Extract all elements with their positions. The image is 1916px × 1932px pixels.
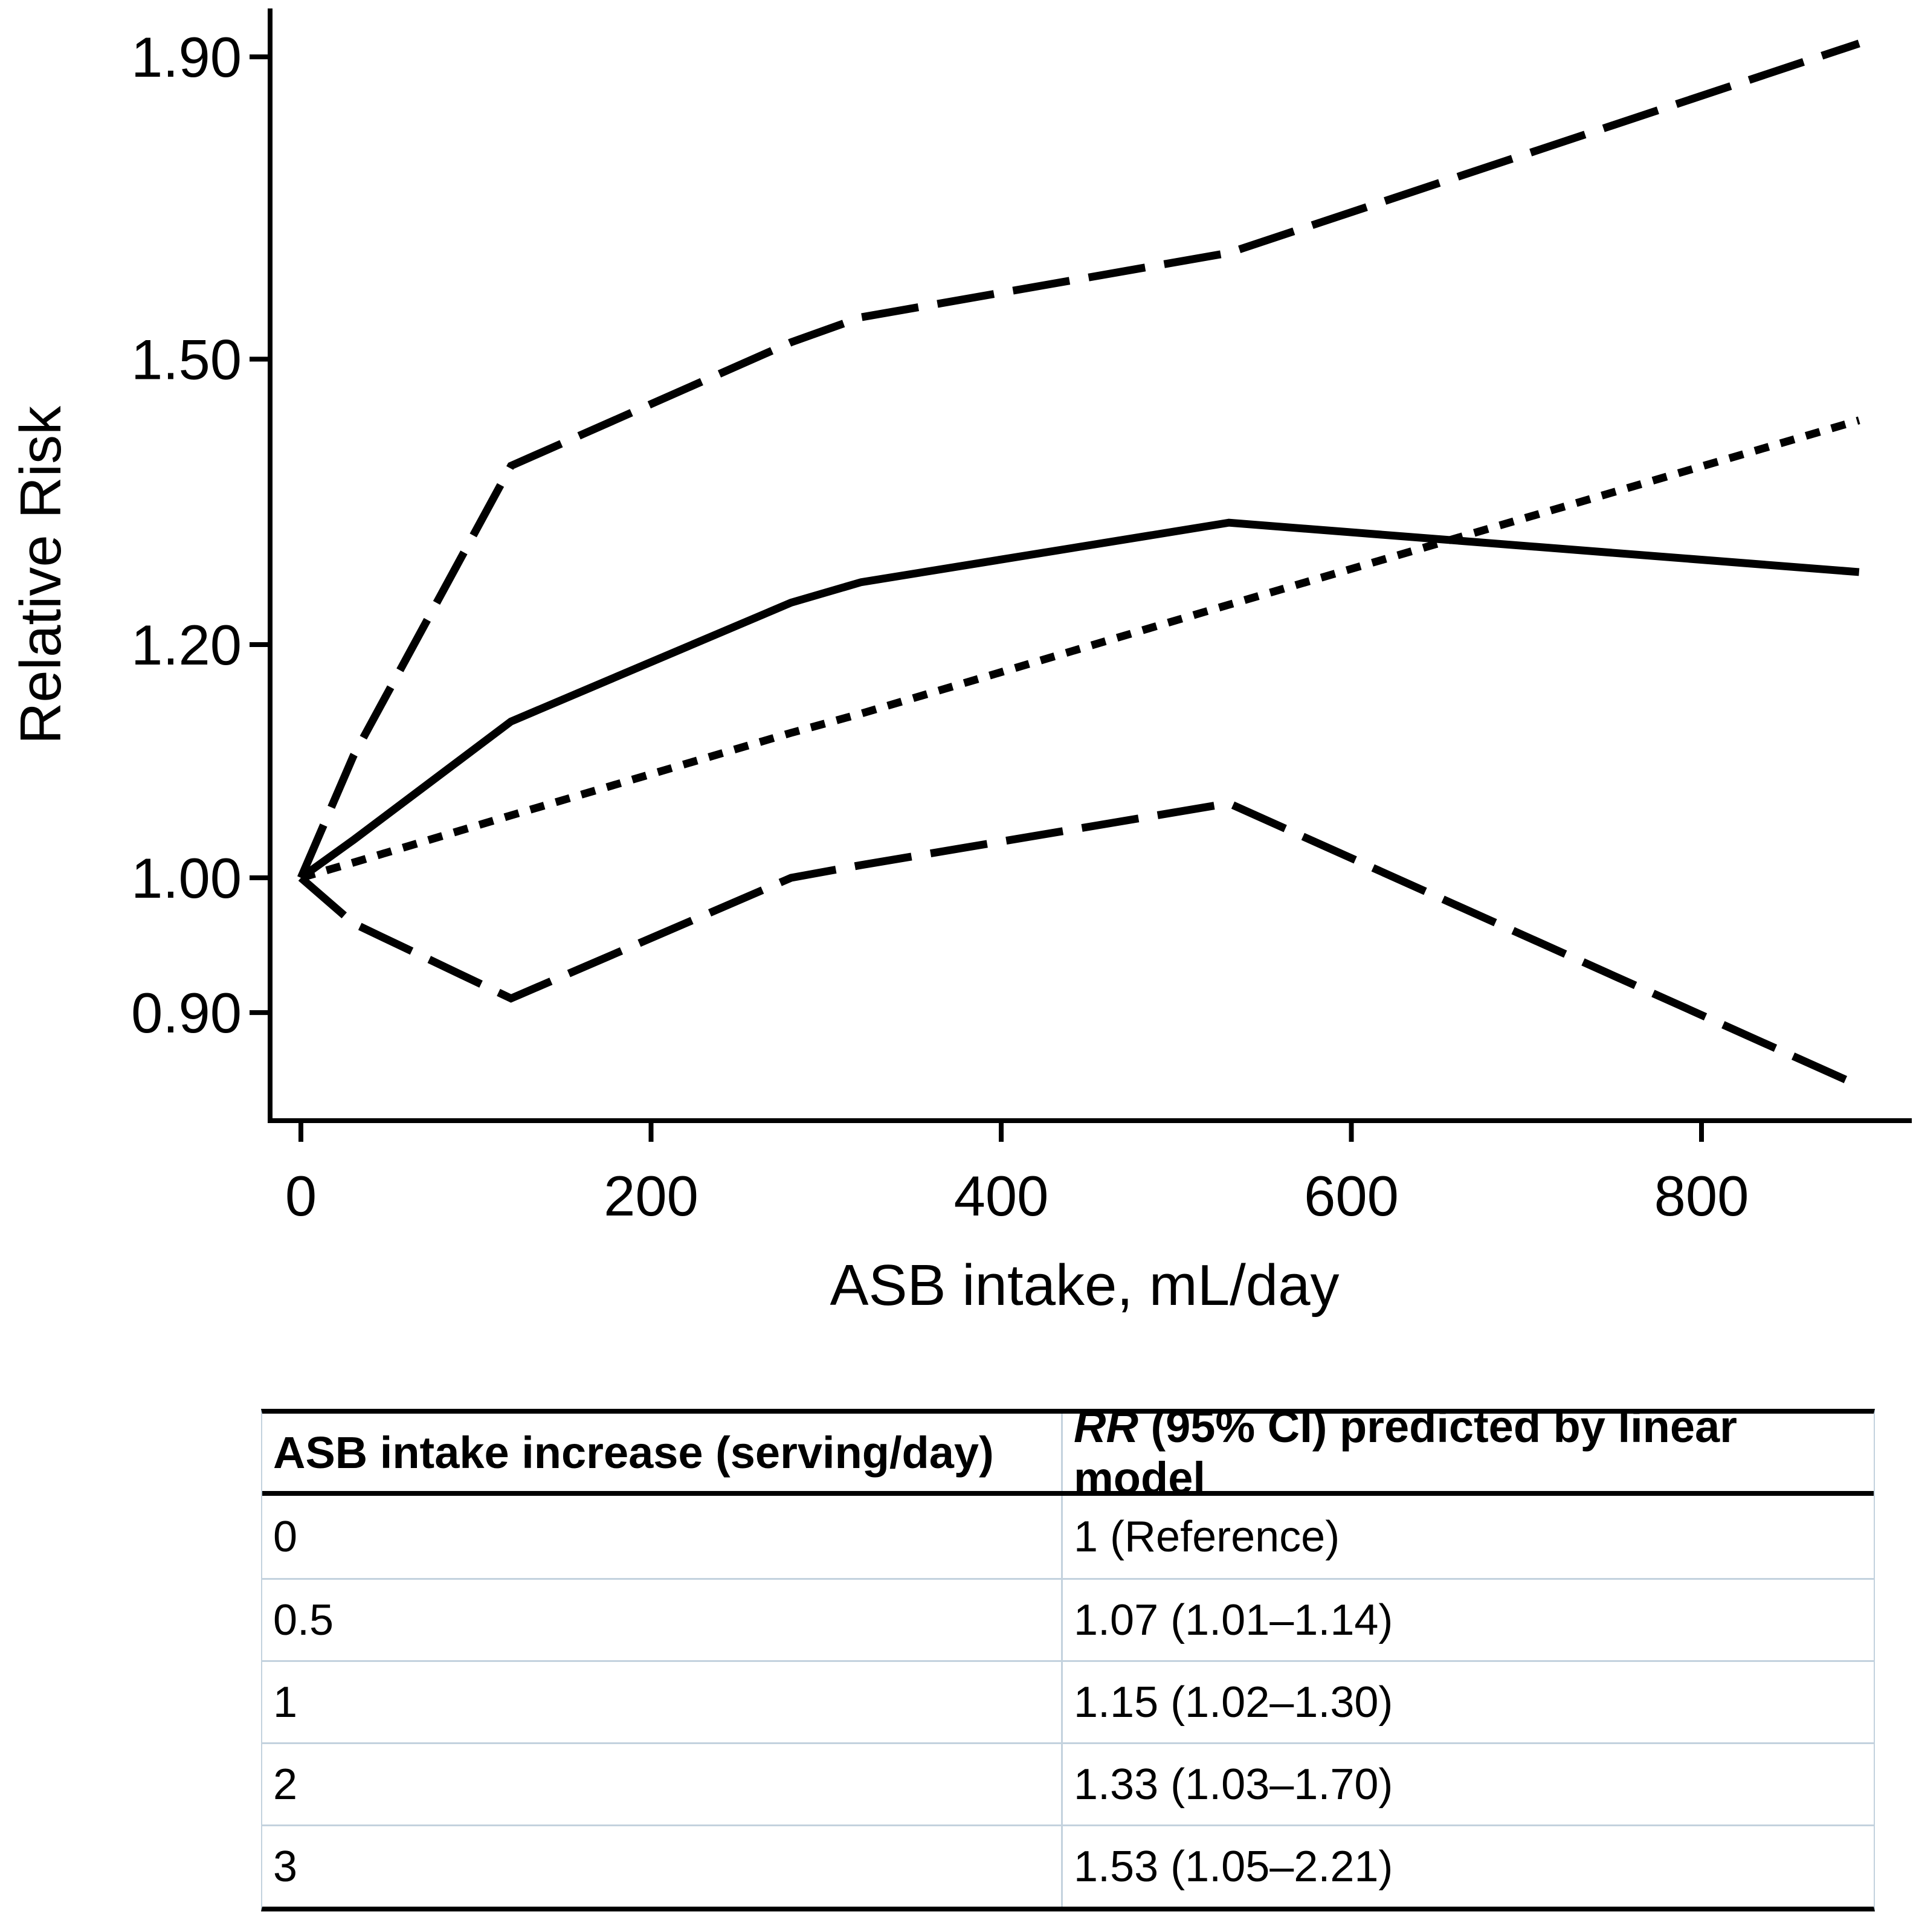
x-tick-label: 400 (954, 1164, 1049, 1228)
y-tick-label: 1.90 (131, 25, 242, 89)
upper-95ci-line (297, 39, 1860, 880)
header-asb-increase: ASB intake increase (serving/day) (262, 1414, 1063, 1491)
x-tick-label: 800 (1654, 1164, 1749, 1228)
table-row: 1 1.15 (1.02–1.30) (262, 1660, 1874, 1742)
lower-95ci-line (298, 799, 1861, 1090)
rr-ci-cell: 1 (Reference) (1074, 1513, 1340, 1561)
x-tick-label: 0 (285, 1164, 317, 1228)
x-tick-label: 600 (1304, 1164, 1399, 1228)
header-rr-ci: RR (95% CI) predicted by linear model (1063, 1402, 1874, 1503)
y-tick-label: 1.50 (131, 328, 242, 391)
asb-increase-cell: 1 (262, 1662, 1063, 1742)
rr-italic-label: RR (1074, 1402, 1138, 1452)
y-axis-title: Relative Risk (8, 405, 73, 744)
y-tick-label: 0.90 (131, 981, 242, 1045)
rr-ci-cell: 1.15 (1.02–1.30) (1074, 1678, 1393, 1727)
rr-ci-cell: 1.53 (1.05–2.21) (1074, 1842, 1393, 1891)
asb-increase-cell: 2 (262, 1744, 1063, 1824)
table-row: 0.5 1.07 (1.01–1.14) (262, 1578, 1874, 1660)
table-header-row: ASB intake increase (serving/day) RR (95… (262, 1402, 1874, 1503)
relative-risk-chart: 0.90 1.00 1.20 1.50 1.90 0 200 400 600 800 ASB int… (8, 8, 1912, 1318)
asb-increase-cell: 3 (262, 1826, 1063, 1907)
spline-estimate-line (298, 518, 1860, 881)
asb-increase-cell: 0 (262, 1496, 1063, 1578)
table-row: 3 1.53 (1.05–2.21) (262, 1824, 1874, 1907)
rr-ci-cell: 1.07 (1.01–1.14) (1074, 1596, 1393, 1644)
linear-model-prediction-line (300, 416, 1860, 882)
rr-rest-label: (95% CI) predicted by linear model (1074, 1402, 1737, 1503)
x-tick-label: 200 (604, 1164, 698, 1228)
rr-ci-cell: 1.33 (1.03–1.70) (1074, 1760, 1393, 1809)
y-tick-label: 1.00 (131, 846, 242, 910)
table-row: 2 1.33 (1.03–1.70) (262, 1742, 1874, 1824)
rr-summary-table: ASB intake increase (serving/day) RR (95… (261, 1402, 1875, 1911)
header-rr-ci-label: RR (95% CI) predicted by linear model (1074, 1401, 1874, 1504)
header-asb-increase-label: ASB intake increase (serving/day) (273, 1427, 994, 1478)
y-tick-label: 1.20 (131, 613, 242, 677)
x-axis-title: ASB intake, mL/day (830, 1253, 1339, 1318)
asb-increase-cell: 0.5 (262, 1580, 1063, 1660)
